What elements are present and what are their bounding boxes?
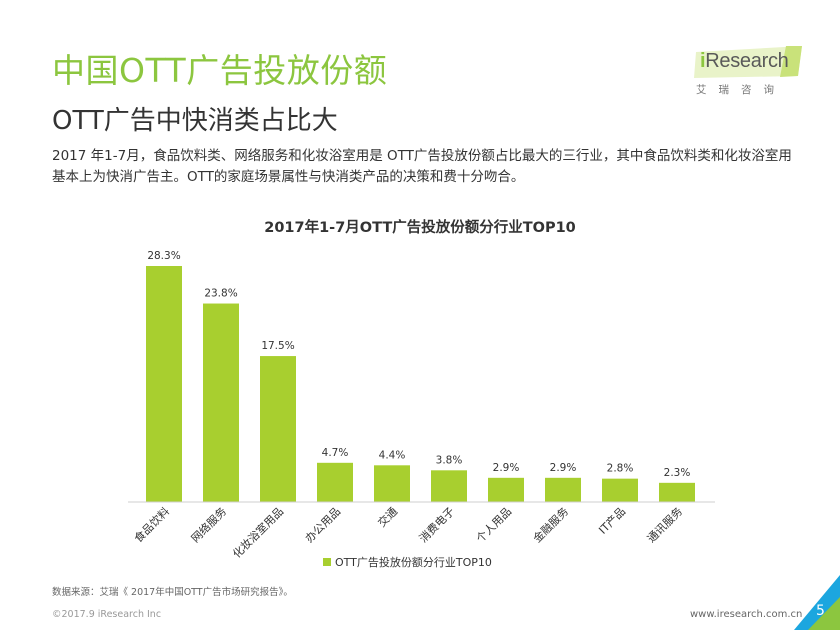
page-number: 5 <box>816 603 825 619</box>
category-label-10: 通讯服务 <box>645 505 685 545</box>
legend-label: OTT广告投放份额分行业TOP10 <box>335 555 492 569</box>
legend-swatch <box>323 558 331 566</box>
bar-4 <box>317 462 353 502</box>
data-label-6: 3.8% <box>436 454 463 466</box>
logo-subtitle: 艾瑞咨询 <box>696 84 786 96</box>
logo-prefix: i <box>700 50 706 72</box>
category-label-2: 网络服务 <box>188 504 229 545</box>
page-description: 2017 年1-7月，食品饮料类、网络服务和化妆浴室用是 OTT广告投放份额占比… <box>52 148 792 185</box>
logo-banner-icon <box>694 46 802 78</box>
page-title: 中国OTT广告投放份额 <box>52 51 388 90</box>
bar-7 <box>488 477 524 502</box>
data-label-9: 2.8% <box>607 463 634 475</box>
copyright: ©2017.9 iResearch Inc <box>52 609 162 620</box>
data-label-10: 2.3% <box>664 467 691 479</box>
corner-decoration-icon <box>794 575 840 630</box>
bar-9 <box>602 478 638 502</box>
data-label-7: 2.9% <box>493 462 520 474</box>
data-label-1: 28.3% <box>147 250 180 262</box>
data-label-5: 4.4% <box>379 449 406 461</box>
bar-chart: 2017年1-7月OTT广告投放份额分行业TOP10 28.3% 食品饮料 23.8… <box>0 200 840 580</box>
chart-legend: OTT广告投放份额分行业TOP10 <box>323 555 492 569</box>
bar-10 <box>659 482 695 502</box>
data-label-8: 2.9% <box>550 462 577 474</box>
category-label-3: 化妆浴室用品 <box>230 504 287 561</box>
website-link[interactable]: www.iresearch.com.cn <box>690 609 803 620</box>
data-label-3: 17.5% <box>261 340 294 352</box>
category-label-7: 个人用品 <box>474 505 514 545</box>
category-label-8: 金融服务 <box>530 504 571 545</box>
bar-3 <box>260 356 296 502</box>
data-source: 数据来源：艾瑞《 2017年中国OTT广告市场研究报告》。 <box>52 587 293 598</box>
category-label-5: 交通 <box>375 504 400 529</box>
bars-layer: 28.3% 食品饮料 23.8% 网络服务 17.5% 化妆浴室用品 4.7% 办公用品 4.4… <box>131 250 695 561</box>
category-label-1: 食品饮料 <box>131 504 172 545</box>
bar-5 <box>374 465 410 502</box>
bar-1 <box>146 266 182 502</box>
logo-name: Research <box>705 50 789 72</box>
bar-2 <box>203 303 239 502</box>
data-label-4: 4.7% <box>322 447 349 459</box>
page-subtitle: OTT广告中快消类占比大 <box>52 106 338 136</box>
chart-title: 2017年1-7月OTT广告投放份额分行业TOP10 <box>264 218 576 236</box>
category-label-9: IT产品 <box>596 504 629 537</box>
category-label-4: 办公用品 <box>303 505 343 545</box>
bar-6 <box>431 470 467 502</box>
bar-8 <box>545 477 581 502</box>
bar-chart-svg: 2017年1-7月OTT广告投放份额分行业TOP10 28.3% 食品饮料 23.8… <box>128 218 715 569</box>
category-label-6: 消费电子 <box>416 504 457 545</box>
logo-wordmark: iResearch <box>700 50 789 73</box>
data-label-2: 23.8% <box>204 288 237 300</box>
iresearch-logo: iResearch 艾瑞咨询 <box>694 46 804 102</box>
